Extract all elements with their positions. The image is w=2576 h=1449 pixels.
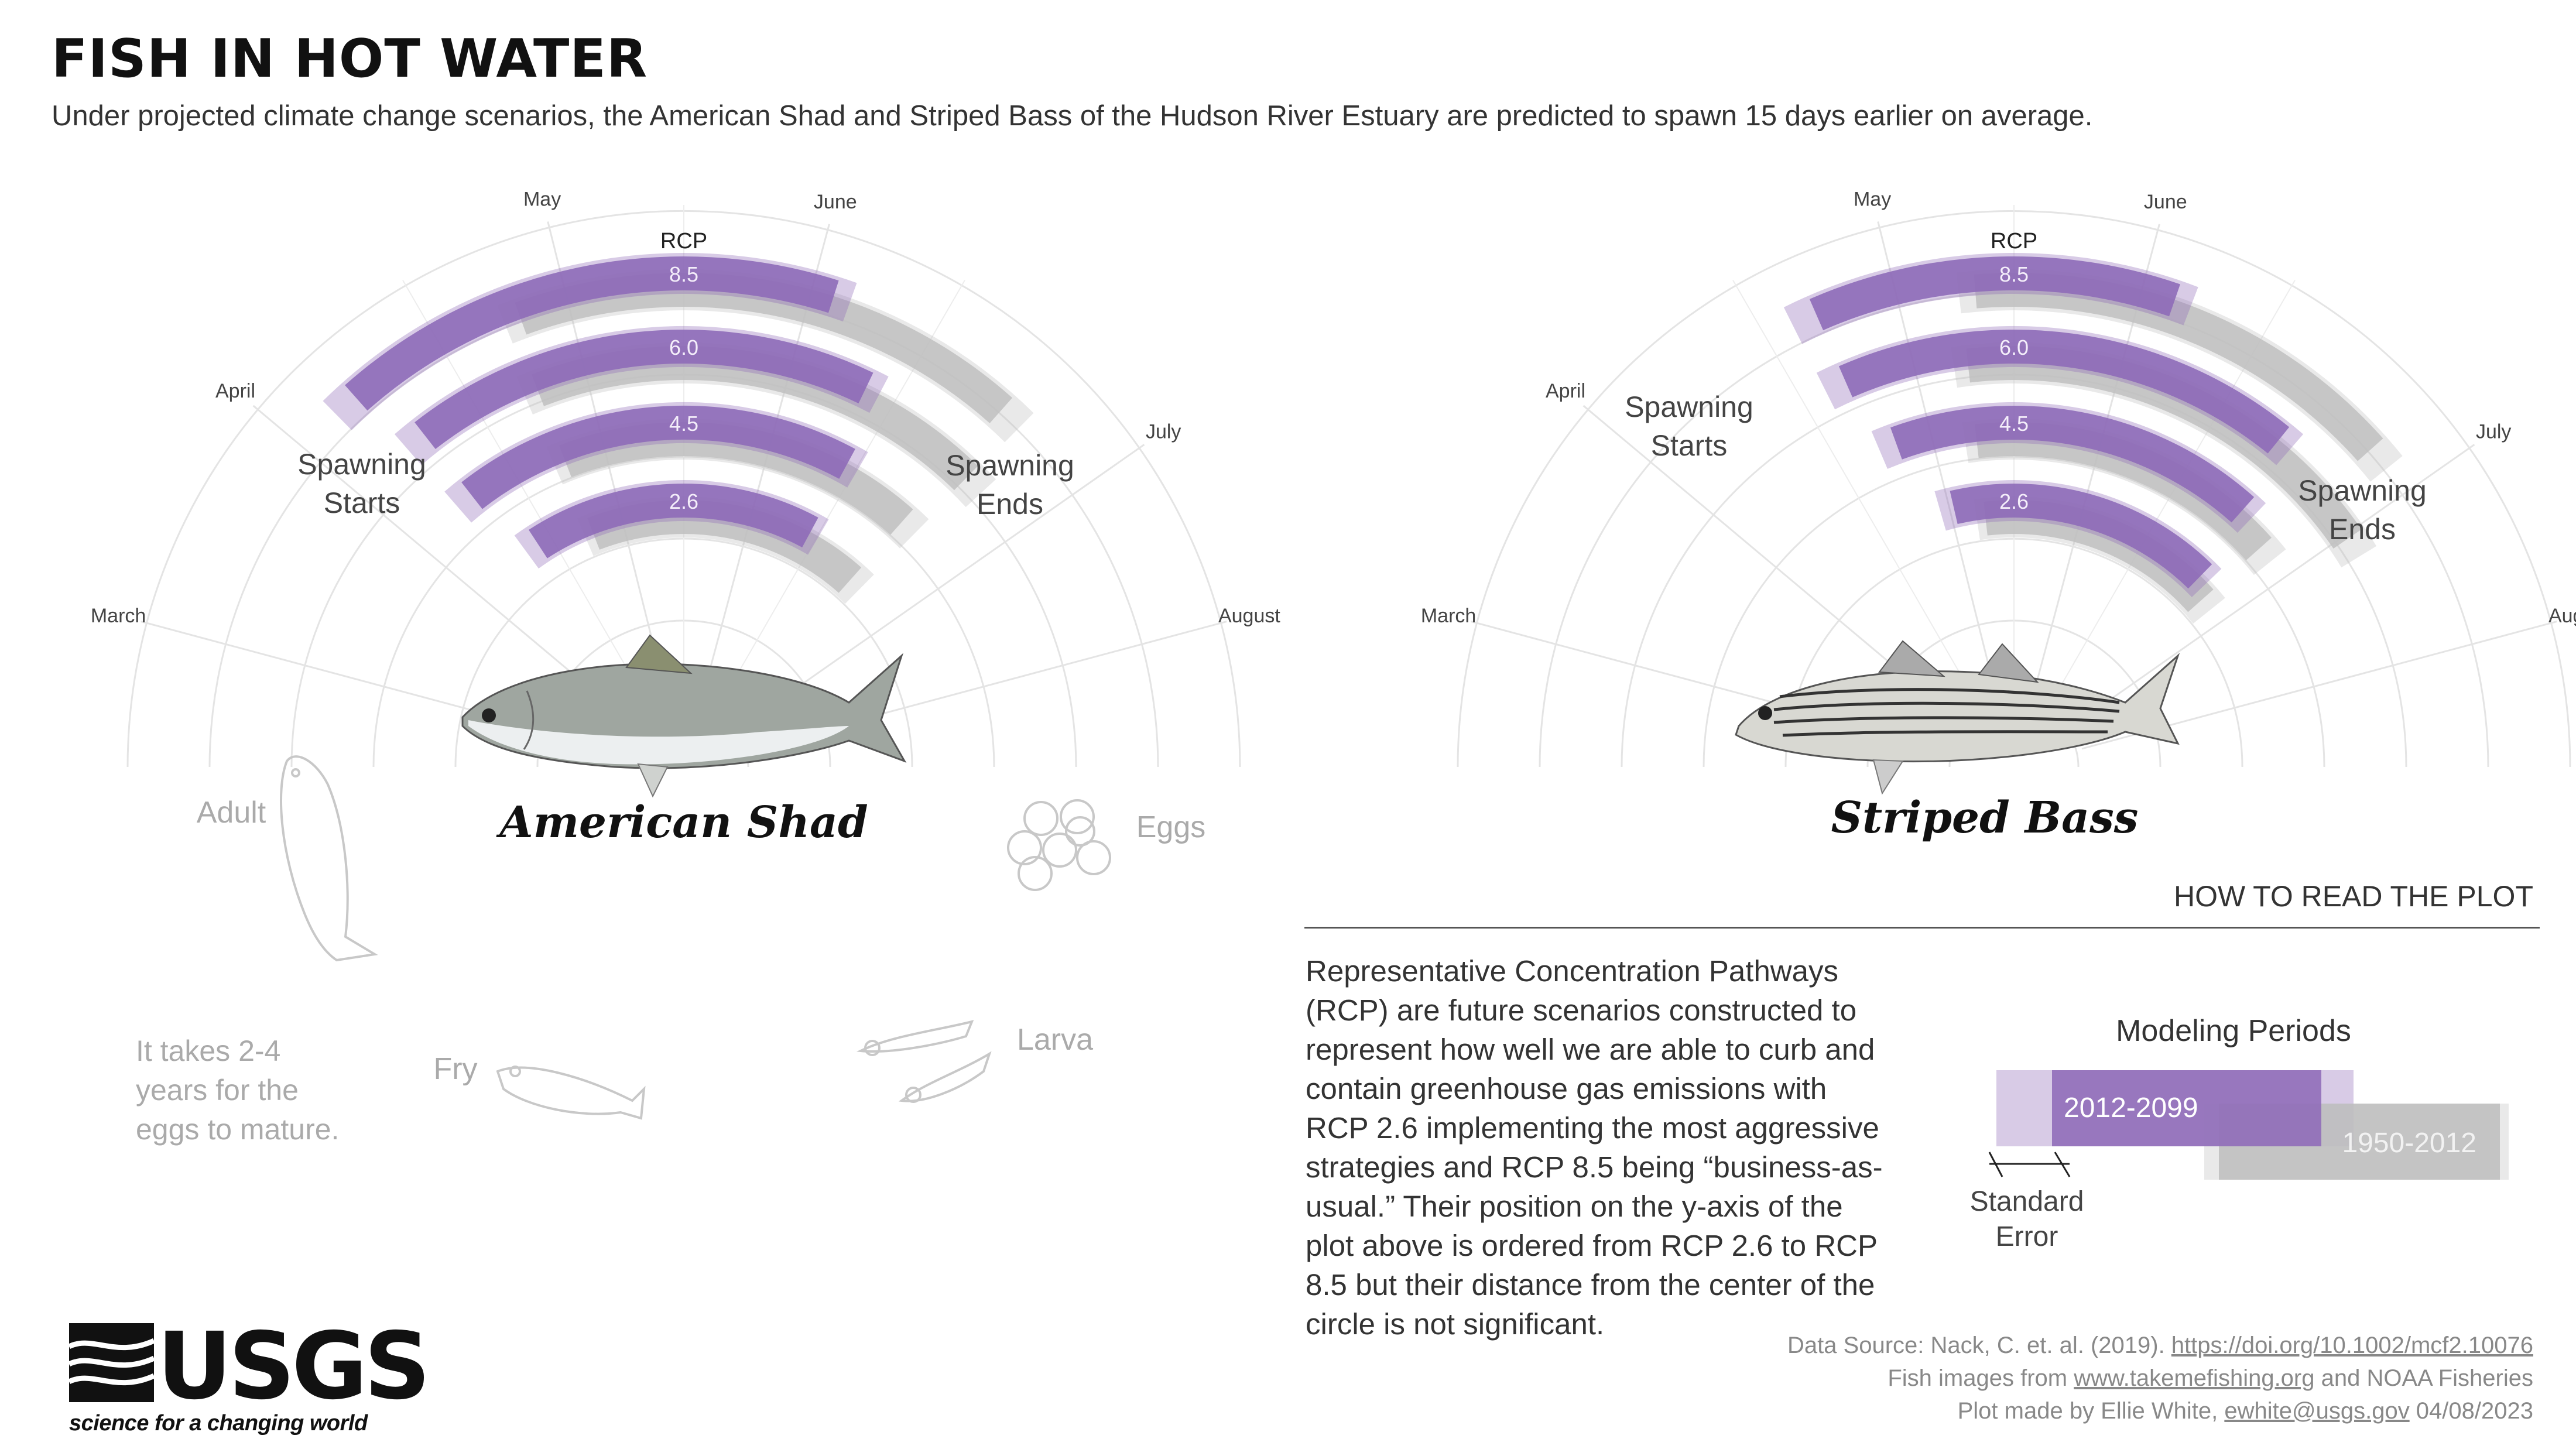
grid-spoke-4 <box>2071 444 2475 728</box>
grid-minor-spoke-2 <box>1732 280 1979 707</box>
section-divider <box>1304 927 2540 929</box>
rcp-value-label-8.5: 8.5 <box>1999 262 2029 286</box>
source-line-1: Data Source: Nack, C. et. al. (2019). ht… <box>1787 1332 2533 1358</box>
lifecycle-larva-icon <box>856 1020 992 1103</box>
month-label-june: June <box>814 191 857 213</box>
doi-link[interactable]: https://doi.org/10.1002/mcf2.10076 <box>2171 1332 2533 1358</box>
rcp-value-label-4.5: 4.5 <box>1999 412 2029 436</box>
month-label-april: April <box>215 380 255 402</box>
projected-bar-rcp-4.5 <box>461 406 855 509</box>
spawning-ends-label: Spawning Ends <box>946 449 1074 520</box>
projected-bar-rcp-4.5 <box>1890 406 2255 523</box>
rcp-explanation: Representative Concentration Pathways (R… <box>1306 954 1883 1341</box>
grid-spoke-1 <box>252 405 631 723</box>
lifecycle-eggs-icon <box>1007 799 1111 891</box>
lifecycle-eggs-label: Eggs <box>1136 810 1206 844</box>
usgs-logo: USGS science for a changing world <box>69 1313 431 1440</box>
takemefishing-link[interactable]: www.takemefishing.org <box>2074 1365 2315 1391</box>
page-title: FISH IN HOT WATER <box>52 28 648 90</box>
month-label-july: July <box>1146 420 1181 443</box>
standard-error-icon <box>1988 1152 2071 1177</box>
lifecycle-larva-label: Larva <box>1017 1023 1093 1057</box>
projected-bar-rcp-8.5 <box>1809 256 2180 331</box>
rcp-value-label-8.5: 8.5 <box>669 262 698 286</box>
spawning-starts-label: Spawning Starts <box>297 448 426 519</box>
lifecycle-adult-icon <box>280 755 378 962</box>
month-label-july: July <box>2476 420 2511 443</box>
lifecycle-fry-icon <box>496 1066 646 1120</box>
rcp-value-label-4.5: 4.5 <box>669 412 698 436</box>
month-label-april: April <box>1546 380 1585 402</box>
legend-projected-bar <box>2052 1070 2321 1146</box>
month-label-may: May <box>1854 189 1891 211</box>
month-label-may: May <box>523 189 561 211</box>
month-label-august: August <box>1218 605 1280 627</box>
spawning-starts-label: Spawning Starts <box>1625 390 1753 462</box>
projected-bar-rcp-2.6 <box>1950 484 2212 589</box>
lifecycle-adult-label: Adult <box>197 796 266 830</box>
month-label-march: March <box>1421 605 1476 627</box>
american-shad-fish-image <box>461 634 907 798</box>
email-link[interactable]: ewhite@usgs.gov <box>2224 1398 2410 1424</box>
how-to-read-heading: HOW TO READ THE PLOT <box>2174 880 2533 913</box>
rcp-axis-label: RCP <box>1991 229 2037 254</box>
striped-bass-fish-image <box>1735 640 2180 795</box>
source-line-3: Plot made by Ellie White, ewhite@usgs.go… <box>1957 1398 2533 1424</box>
usgs-tagline: science for a changing world <box>69 1411 368 1436</box>
lifecycle-note: It takes 2-4 years for the eggs to mature. <box>136 1034 339 1146</box>
source-line-2: Fish images from www.takemefishing.org a… <box>1888 1365 2533 1391</box>
projected-bar-rcp-2.6 <box>529 484 818 559</box>
month-label-august: August <box>2548 605 2576 627</box>
species-name-bass: Striped Bass <box>1831 793 2139 843</box>
grid-spoke-4 <box>741 444 1145 728</box>
rcp-value-label-6.0: 6.0 <box>1999 335 2029 359</box>
usgs-wave-mark <box>69 1323 155 1402</box>
legend-periods: 2012-2099 1950-2012 <box>1996 1070 2509 1180</box>
page-subtitle: Under projected climate change scenarios… <box>52 100 2093 132</box>
month-label-june: June <box>2144 191 2187 213</box>
species-name-shad: American Shad <box>496 797 868 848</box>
chart-striped-bass: March April May June July August 8.5 6.0 4.5 2.6 R… <box>1421 189 2576 768</box>
projected-bar-rcp-6.0 <box>1838 330 2290 454</box>
sources-block: Data Source: Nack, C. et. al. (2019). ht… <box>1787 1329 2533 1427</box>
standard-error-label: Standard Error <box>1970 1186 2084 1252</box>
rcp-axis-label: RCP <box>660 229 707 254</box>
rcp-value-label-2.6: 2.6 <box>1999 489 2029 513</box>
legend-title: Modeling Periods <box>2116 1014 2351 1048</box>
rcp-value-label-2.6: 2.6 <box>669 489 698 513</box>
legend-projected-label: 2012-2099 <box>2064 1092 2198 1123</box>
chart-american-shad: March April May June July August 8.5 6.0 4.5 2.6 R… <box>91 189 1280 768</box>
lifecycle-fry-label: Fry <box>433 1052 477 1086</box>
projected-bar-rcp-6.0 <box>415 330 873 450</box>
month-label-march: March <box>91 605 146 627</box>
rcp-value-label-6.0: 6.0 <box>669 335 698 359</box>
usgs-wordmark: USGS <box>157 1313 431 1420</box>
projected-bar-rcp-8.5 <box>345 256 839 411</box>
legend-historical-label: 1950-2012 <box>2342 1128 2476 1159</box>
spawning-ends-label: Spawning Ends <box>2298 474 2427 546</box>
